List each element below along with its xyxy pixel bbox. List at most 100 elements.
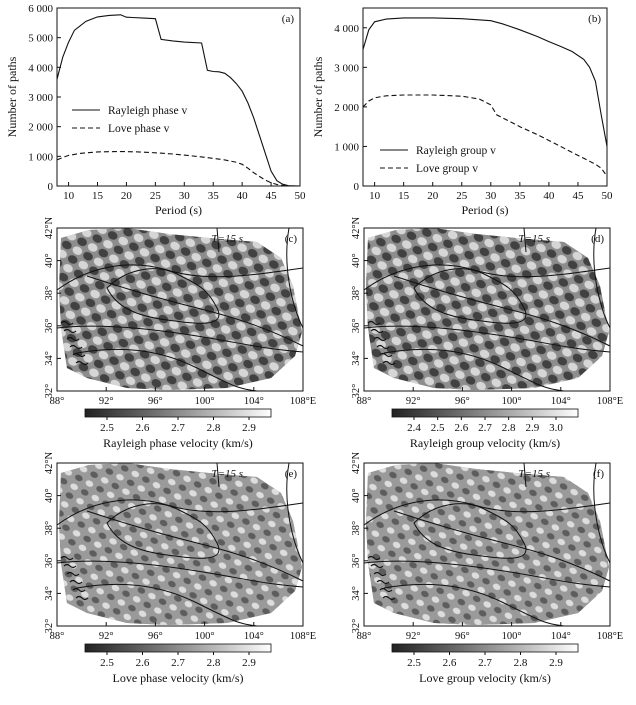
x-tick-label: 20 xyxy=(121,190,133,202)
lon-tick-label: 104° xyxy=(244,396,264,407)
colorbar-tick-label: 2.8 xyxy=(502,422,516,434)
legend-label: Rayleigh group v xyxy=(416,145,496,157)
velocity-checkerboard xyxy=(59,463,302,625)
colorbar-tick-label: 2.6 xyxy=(136,657,150,669)
map-panel-c: 88° 92° 96° 100° 104° 108°E 32° 34° 36° 38° 40° 42°… xyxy=(44,216,316,450)
series-line-love xyxy=(362,94,608,177)
colorbar-tick-label: 2.9 xyxy=(549,657,563,669)
colorbar-tick-label: 2.6 xyxy=(136,422,150,434)
lake-outline xyxy=(379,587,393,593)
velocity-checkerboard xyxy=(366,228,609,390)
lake-outline xyxy=(69,344,83,350)
lat-tick-label: 34° xyxy=(44,351,55,366)
lat-tick-label: 42°N xyxy=(44,216,55,239)
lake-outline xyxy=(72,352,86,358)
colorbar xyxy=(84,408,272,418)
colorbar-label: Love group velocity (km/s) xyxy=(419,671,551,685)
y-axis-label: Number of paths xyxy=(5,56,19,137)
lake-outline xyxy=(75,595,89,601)
colorbar-tick-label: 2.4 xyxy=(407,422,421,434)
colorbar-tick-label: 2.7 xyxy=(171,657,185,669)
x-tick-label: 30 xyxy=(485,190,497,202)
lake-outline xyxy=(373,336,387,342)
x-tick-label: 10 xyxy=(63,190,75,202)
lake-outline xyxy=(60,555,74,561)
block-boundary xyxy=(383,348,565,392)
panel-label: (d) xyxy=(591,233,604,245)
block-boundary xyxy=(413,268,527,324)
colorbar-tick-label: 2.9 xyxy=(242,657,256,669)
lon-tick-label: 88° xyxy=(357,631,372,642)
panel-label: (a) xyxy=(282,13,295,25)
y-axis-label: Number of paths xyxy=(311,56,325,137)
lon-tick-label: 108°E xyxy=(597,631,623,642)
lat-tick-label: 40° xyxy=(44,253,55,268)
lake-outline xyxy=(382,595,396,601)
legend-label: Love group v xyxy=(416,163,478,175)
y-tick-label: 6 000 xyxy=(28,3,53,15)
y-tick-label: 1 000 xyxy=(334,141,359,153)
x-tick-label: 10 xyxy=(369,190,381,202)
y-tick-label: 0 xyxy=(48,181,54,193)
lon-tick-label: 104° xyxy=(551,631,571,642)
x-tick-label: 40 xyxy=(237,190,249,202)
lon-tick-label: 92° xyxy=(99,396,114,407)
colorbar-tick-label: 2.5 xyxy=(431,422,445,434)
lake-outline xyxy=(373,571,387,577)
lat-tick-label: 32° xyxy=(44,384,55,399)
lat-tick-label: 34° xyxy=(351,351,362,366)
lon-tick-label: 92° xyxy=(406,631,421,642)
y-tick-label: 3 000 xyxy=(28,92,53,104)
block-boundary xyxy=(363,325,611,353)
lon-tick-label: 108°E xyxy=(290,396,316,407)
y-tick-label: 4 000 xyxy=(28,62,53,74)
colorbar-tick-label: 2.6 xyxy=(443,657,457,669)
lake-outline xyxy=(63,563,77,569)
series-line-love xyxy=(56,151,289,187)
lat-tick-label: 42°N xyxy=(351,216,362,239)
lat-tick-label: 40° xyxy=(351,488,362,503)
lon-tick-label: 92° xyxy=(406,396,421,407)
lake-outline xyxy=(72,587,86,593)
lon-tick-label: 104° xyxy=(244,631,264,642)
colorbar-tick-label: 2.5 xyxy=(407,657,421,669)
lat-tick-label: 40° xyxy=(44,488,55,503)
block-boundary xyxy=(86,510,304,582)
lat-tick-label: 38° xyxy=(351,286,362,301)
colorbar-tick-label: 2.8 xyxy=(207,422,221,434)
lake-outline xyxy=(66,336,80,342)
block-boundary xyxy=(286,227,304,329)
lon-tick-label: 88° xyxy=(50,631,65,642)
lon-tick-label: 104° xyxy=(551,396,571,407)
lake-outline xyxy=(370,328,384,334)
colorbar-tick-label: 2.8 xyxy=(514,657,528,669)
y-tick-label: 0 xyxy=(354,181,360,193)
colorbar-tick-label: 2.8 xyxy=(207,657,221,669)
colorbar-tick-label: 2.7 xyxy=(478,422,492,434)
block-boundary xyxy=(393,275,611,347)
x-tick-label: 35 xyxy=(514,190,526,202)
block-boundary xyxy=(393,510,611,582)
lat-tick-label: 34° xyxy=(351,586,362,601)
x-tick-label: 20 xyxy=(427,190,439,202)
lon-tick-label: 100° xyxy=(502,396,522,407)
lat-tick-label: 42°N xyxy=(351,451,362,474)
block-boundary xyxy=(216,227,220,253)
line-chart-b: 10 15 20 25 30 35 40 45 50 0 1 000 2 000 3 000 4 000 P… xyxy=(311,7,613,217)
colorbar-tick-label: 2.9 xyxy=(525,422,539,434)
colorbar-tick-label: 2.6 xyxy=(454,422,468,434)
lake-outline xyxy=(382,360,396,366)
legend-label: Rayleigh phase v xyxy=(108,105,187,117)
lon-tick-label: 108°E xyxy=(290,631,316,642)
map-panel-d: 88° 92° 96° 100° 104° 108°E 32° 34° 36° 38° 40° 42°… xyxy=(351,216,623,450)
lon-tick-label: 100° xyxy=(195,396,215,407)
lake-outline xyxy=(379,352,393,358)
colorbar-label: Love phase velocity (km/s) xyxy=(113,671,244,685)
block-boundary xyxy=(76,583,258,627)
x-tick-label: 35 xyxy=(208,190,220,202)
lat-tick-label: 32° xyxy=(351,384,362,399)
lake-outline xyxy=(376,344,390,350)
block-boundary xyxy=(383,583,565,627)
lake-outline xyxy=(367,555,381,561)
